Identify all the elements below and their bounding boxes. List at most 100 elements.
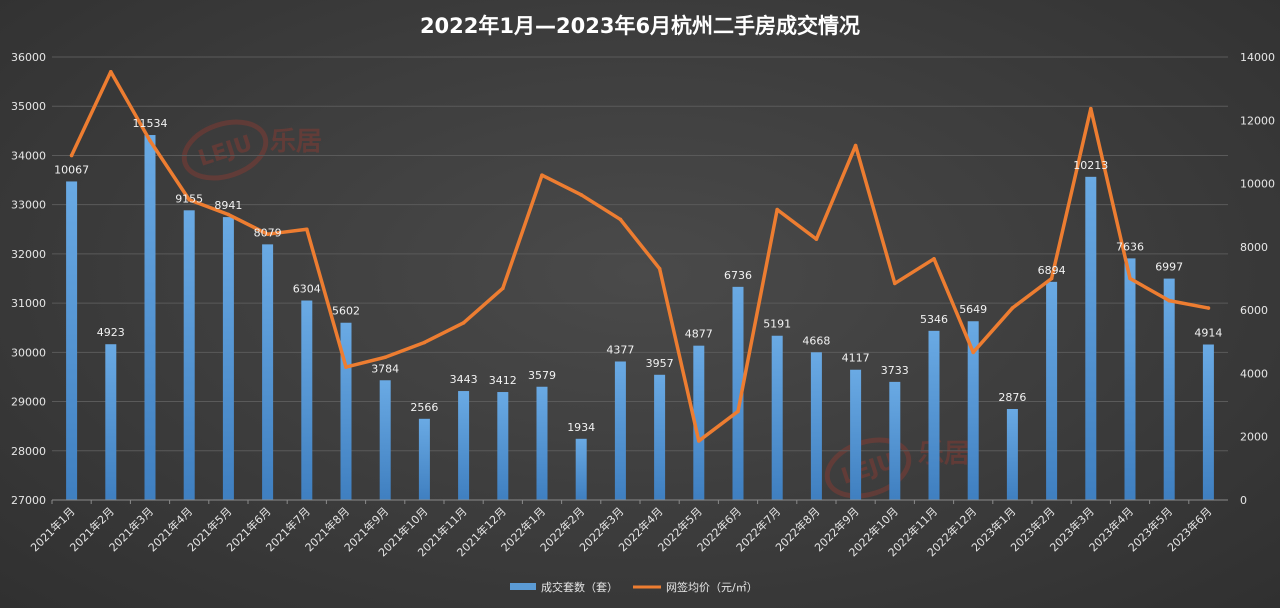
bar xyxy=(928,330,940,500)
bar-data-label: 6736 xyxy=(724,269,752,282)
bar-data-label: 5649 xyxy=(959,303,987,316)
y-left-tick-label: 27000 xyxy=(11,494,46,507)
line-point xyxy=(148,138,152,143)
bar-data-label: 3733 xyxy=(881,364,909,377)
bar xyxy=(1006,408,1018,500)
line-point xyxy=(1167,298,1171,303)
bar xyxy=(497,392,509,500)
y-right-tick-label: 0 xyxy=(1240,494,1247,507)
bar xyxy=(810,352,822,500)
bar-data-label: 8079 xyxy=(254,226,282,239)
y-right-tick-label: 12000 xyxy=(1240,114,1275,127)
bar xyxy=(614,361,626,500)
line-point xyxy=(109,69,113,74)
bar-data-label: 4877 xyxy=(685,328,713,341)
bar xyxy=(732,286,744,500)
y-left-tick-label: 32000 xyxy=(11,248,46,261)
bar xyxy=(850,369,862,500)
bar-data-label: 4668 xyxy=(802,334,830,347)
bar-data-labels: 10067 4923 11534 9155 8941 8079 6304 5602 3784 25… xyxy=(54,117,1222,434)
bar-data-label: 6997 xyxy=(1155,261,1183,274)
line-point xyxy=(540,173,544,177)
watermark-cn-text: 乐居 xyxy=(270,127,322,157)
bar-data-label: 3412 xyxy=(489,374,517,387)
bar-series xyxy=(66,135,1214,501)
bar xyxy=(771,335,783,500)
bar-data-label: 5602 xyxy=(332,305,360,318)
line-point xyxy=(657,266,662,271)
y-left-tick-label: 34000 xyxy=(11,149,46,162)
line-point xyxy=(501,286,505,291)
line-point xyxy=(618,217,623,222)
line-point xyxy=(1128,276,1132,281)
y-right-tick-label: 8000 xyxy=(1240,241,1268,254)
bar xyxy=(1085,176,1097,501)
bar xyxy=(575,438,587,500)
line-series xyxy=(69,69,1211,443)
y-right-tick-label: 6000 xyxy=(1240,304,1268,317)
bar xyxy=(144,135,156,500)
bar xyxy=(379,380,391,500)
line-point xyxy=(697,439,701,443)
y-left-tick-label: 33000 xyxy=(11,199,46,212)
legend-bar-label: 成交套数（套） xyxy=(541,580,618,594)
line-point xyxy=(383,355,388,360)
bar-data-label: 10067 xyxy=(54,163,89,176)
bar-data-label: 7636 xyxy=(1116,240,1144,253)
bar xyxy=(1124,258,1136,500)
y-left-tick-label: 30000 xyxy=(11,346,46,359)
line-point xyxy=(775,207,779,212)
y-right-tick-label: 14000 xyxy=(1240,51,1275,64)
line-point xyxy=(893,281,897,286)
line-point xyxy=(69,153,74,158)
line-point xyxy=(814,237,819,241)
line-point xyxy=(1089,106,1093,111)
bar-data-label: 2876 xyxy=(998,391,1026,404)
bar-data-label: 4923 xyxy=(97,326,125,339)
bar-data-label: 11534 xyxy=(133,117,168,130)
bar-data-label: 3957 xyxy=(646,357,674,370)
line-point xyxy=(265,232,270,236)
bar-data-label: 4117 xyxy=(842,352,870,365)
bar xyxy=(66,181,78,500)
y-right-tick-label: 10000 xyxy=(1240,178,1275,191)
line-point xyxy=(971,350,975,355)
bar xyxy=(418,418,430,500)
line-point xyxy=(1010,306,1015,310)
bar-data-label: 10213 xyxy=(1073,159,1108,172)
y-right-tick-label: 2000 xyxy=(1240,431,1268,444)
bar-data-label: 9155 xyxy=(175,192,203,205)
watermark-cn-text: 乐居 xyxy=(918,439,970,469)
watermark-logo-text: LEJU xyxy=(195,131,255,172)
bar xyxy=(458,391,470,500)
bar-data-label: 4377 xyxy=(606,343,634,356)
bar-data-label: 1934 xyxy=(567,421,595,434)
line-point xyxy=(736,409,740,414)
bar xyxy=(183,210,195,501)
bar-data-label: 6304 xyxy=(293,283,321,296)
bar-data-label: 3443 xyxy=(450,373,478,386)
y-left-tick-label: 36000 xyxy=(11,51,46,64)
bar-data-label: 4914 xyxy=(1194,327,1222,340)
y-left-tick-label: 31000 xyxy=(11,297,46,310)
bar xyxy=(654,374,666,500)
line-point xyxy=(932,257,936,261)
bar xyxy=(889,381,901,500)
bar-data-label: 3579 xyxy=(528,369,556,382)
line-point xyxy=(461,321,466,325)
line-point xyxy=(305,227,309,232)
bar xyxy=(105,344,117,500)
line-point xyxy=(579,193,583,197)
line-point xyxy=(1206,306,1211,310)
bar xyxy=(1046,281,1058,500)
bar xyxy=(1202,344,1214,500)
line-point xyxy=(226,212,231,217)
y-left-tick-label: 29000 xyxy=(11,396,46,409)
bar xyxy=(340,322,352,500)
line-point xyxy=(187,197,191,202)
bar-data-label: 6894 xyxy=(1038,264,1066,277)
legend-bar-swatch xyxy=(510,583,536,590)
legend: 成交套数（套） 网签均价（元/㎡） xyxy=(510,580,758,594)
line-point xyxy=(853,143,858,148)
